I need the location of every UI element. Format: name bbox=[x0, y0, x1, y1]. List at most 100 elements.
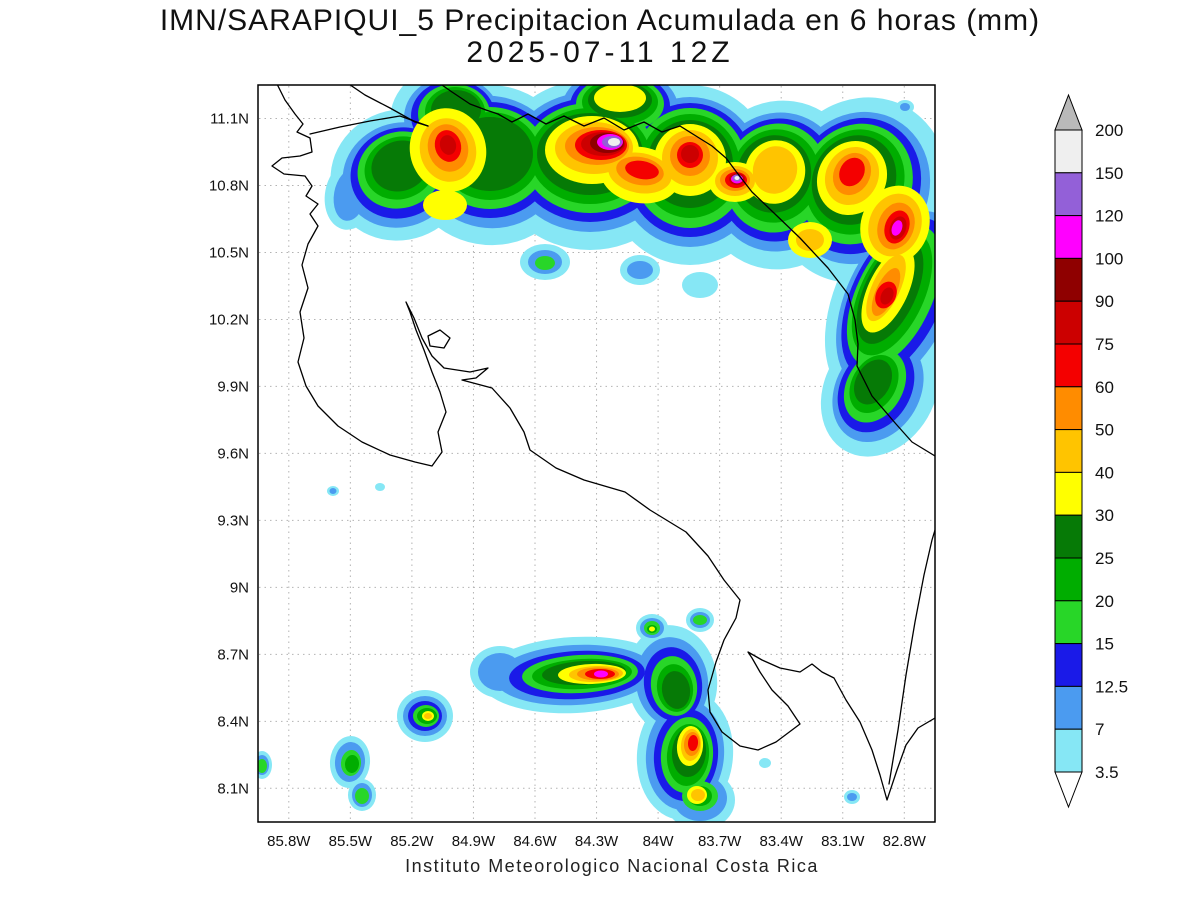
colorbar-segment bbox=[1054, 343, 1083, 388]
colorbar-segment bbox=[1054, 471, 1083, 516]
precipitation-shading bbox=[258, 85, 935, 822]
colorbar-label: 15 bbox=[1095, 635, 1114, 654]
lat-tick-label: 8.4N bbox=[217, 713, 249, 730]
lon-tick-label: 83.4W bbox=[760, 833, 804, 850]
lat-tick-label: 9.3N bbox=[217, 512, 249, 529]
chira-island bbox=[427, 329, 451, 349]
colorbar-segment bbox=[1054, 429, 1083, 473]
colorbar-segment bbox=[1054, 600, 1083, 645]
colorbar-segment bbox=[1054, 728, 1083, 773]
colorbar-label: 75 bbox=[1095, 335, 1114, 354]
colorbar-segment bbox=[1054, 129, 1083, 174]
precip-blob bbox=[759, 758, 771, 768]
colorbar-label: 50 bbox=[1095, 421, 1114, 440]
precip-blob bbox=[693, 615, 707, 625]
colorbar-segment bbox=[1054, 300, 1083, 345]
colorbar-over-arrow bbox=[1054, 93, 1083, 131]
colorbar-label: 200 bbox=[1095, 121, 1123, 140]
colorbar: 200 150 120 100 90 75 60 50 40 30 25 20 15 12.5 7 3.5 bbox=[1054, 93, 1128, 809]
precip-blob bbox=[329, 488, 337, 494]
precip-blob bbox=[355, 788, 369, 804]
precip-blob bbox=[796, 229, 824, 251]
precip-blob bbox=[854, 359, 892, 405]
precip-blob bbox=[682, 272, 718, 298]
border-sanjuan-caribbean-coast bbox=[497, 113, 935, 457]
precip-blob bbox=[649, 626, 655, 632]
lat-tick-label: 9N bbox=[230, 579, 249, 596]
lat-tick-label: 10.5N bbox=[209, 244, 249, 261]
colorbar-segment bbox=[1054, 557, 1083, 602]
lon-tick-label: 85.8W bbox=[267, 833, 311, 850]
lon-tick-label: 84.6W bbox=[513, 833, 557, 850]
colorbar-label: 12.5 bbox=[1095, 677, 1128, 696]
precip-blob bbox=[535, 256, 555, 270]
precip-blob bbox=[375, 483, 385, 491]
precip-blob bbox=[891, 220, 903, 236]
colorbar-segment bbox=[1054, 172, 1083, 217]
colorbar-label: 100 bbox=[1095, 249, 1123, 268]
lon-tick-label: 83.7W bbox=[698, 833, 742, 850]
precip-blob bbox=[900, 103, 910, 111]
precip-blob bbox=[661, 671, 691, 709]
precip-blob bbox=[687, 735, 699, 751]
precip-blob bbox=[344, 755, 360, 773]
colorbar-segment bbox=[1054, 215, 1083, 259]
lake-nicaragua-shore-sw bbox=[349, 85, 429, 127]
precip-blob bbox=[880, 287, 894, 305]
colorbar-label: 7 bbox=[1095, 720, 1104, 739]
colorbar-segment bbox=[1054, 685, 1083, 730]
colorbar-segment bbox=[1054, 643, 1083, 687]
colorbar-segment bbox=[1054, 514, 1083, 559]
precip-blob bbox=[594, 85, 646, 112]
colorbar-label: 90 bbox=[1095, 292, 1114, 311]
precip-blob bbox=[608, 138, 620, 146]
colorbar-under-arrow bbox=[1054, 771, 1083, 809]
footer-credit: Instituto Meteorologico Nacional Costa R… bbox=[405, 856, 819, 876]
lake-nicaragua-shore-se bbox=[440, 85, 499, 115]
lon-tick-label: 84.9W bbox=[452, 833, 496, 850]
coastline-borders bbox=[271, 85, 935, 801]
precip-blob bbox=[424, 713, 432, 719]
lon-tick-label: 82.8W bbox=[883, 833, 927, 850]
colorbar-label: 40 bbox=[1095, 463, 1114, 482]
colorbar-label: 30 bbox=[1095, 506, 1114, 525]
colorbar-label: 3.5 bbox=[1095, 763, 1119, 782]
lon-tick-label: 83.1W bbox=[821, 833, 865, 850]
colorbar-label: 120 bbox=[1095, 207, 1123, 226]
colorbar-label: 150 bbox=[1095, 164, 1123, 183]
lat-tick-label: 9.6N bbox=[217, 445, 249, 462]
lat-axis-labels: 11.1N 10.8N 10.5N 10.2N 9.9N 9.6N 9.3N 9N 8.7N 8.… bbox=[209, 111, 249, 798]
coastline-pacific bbox=[271, 85, 935, 801]
lon-tick-label: 84W bbox=[643, 833, 675, 850]
chart-title: IMN/SARAPIQUI_5 Precipitacion Acumulada … bbox=[160, 4, 1040, 37]
precip-blob bbox=[439, 135, 457, 155]
precip-blob bbox=[839, 157, 865, 187]
precip-blob bbox=[627, 261, 653, 279]
lon-tick-label: 85.2W bbox=[390, 833, 434, 850]
colorbar-label: 20 bbox=[1095, 592, 1114, 611]
lat-tick-label: 11.1N bbox=[210, 111, 249, 128]
precip-blob bbox=[625, 160, 659, 180]
chart-subtitle-date: 2025-07-11 12Z bbox=[466, 36, 733, 69]
colorbar-segment bbox=[1054, 386, 1083, 431]
colorbar-segment bbox=[1054, 257, 1083, 302]
colorbar-label: 25 bbox=[1095, 549, 1114, 568]
precip-blob bbox=[594, 670, 608, 678]
precip-blob bbox=[847, 793, 857, 801]
lat-tick-label: 10.2N bbox=[209, 311, 249, 328]
border-panama bbox=[888, 529, 935, 785]
lon-tick-label: 85.5W bbox=[329, 833, 373, 850]
lon-tick-label: 84.3W bbox=[575, 833, 619, 850]
map-frame bbox=[257, 84, 936, 823]
lat-tick-label: 10.8N bbox=[209, 177, 249, 194]
lon-axis-labels: 85.8W 85.5W 85.2W 84.9W 84.6W 84.3W 84W 83.7W 83… bbox=[267, 833, 927, 850]
lat-tick-label: 8.7N bbox=[217, 646, 249, 663]
lat-tick-label: 8.1N bbox=[217, 780, 249, 797]
precip-blob bbox=[734, 176, 740, 180]
precip-blob bbox=[691, 789, 705, 801]
precip-blob bbox=[752, 146, 798, 194]
colorbar-label: 60 bbox=[1095, 378, 1114, 397]
lat-tick-label: 9.9N bbox=[217, 378, 249, 395]
